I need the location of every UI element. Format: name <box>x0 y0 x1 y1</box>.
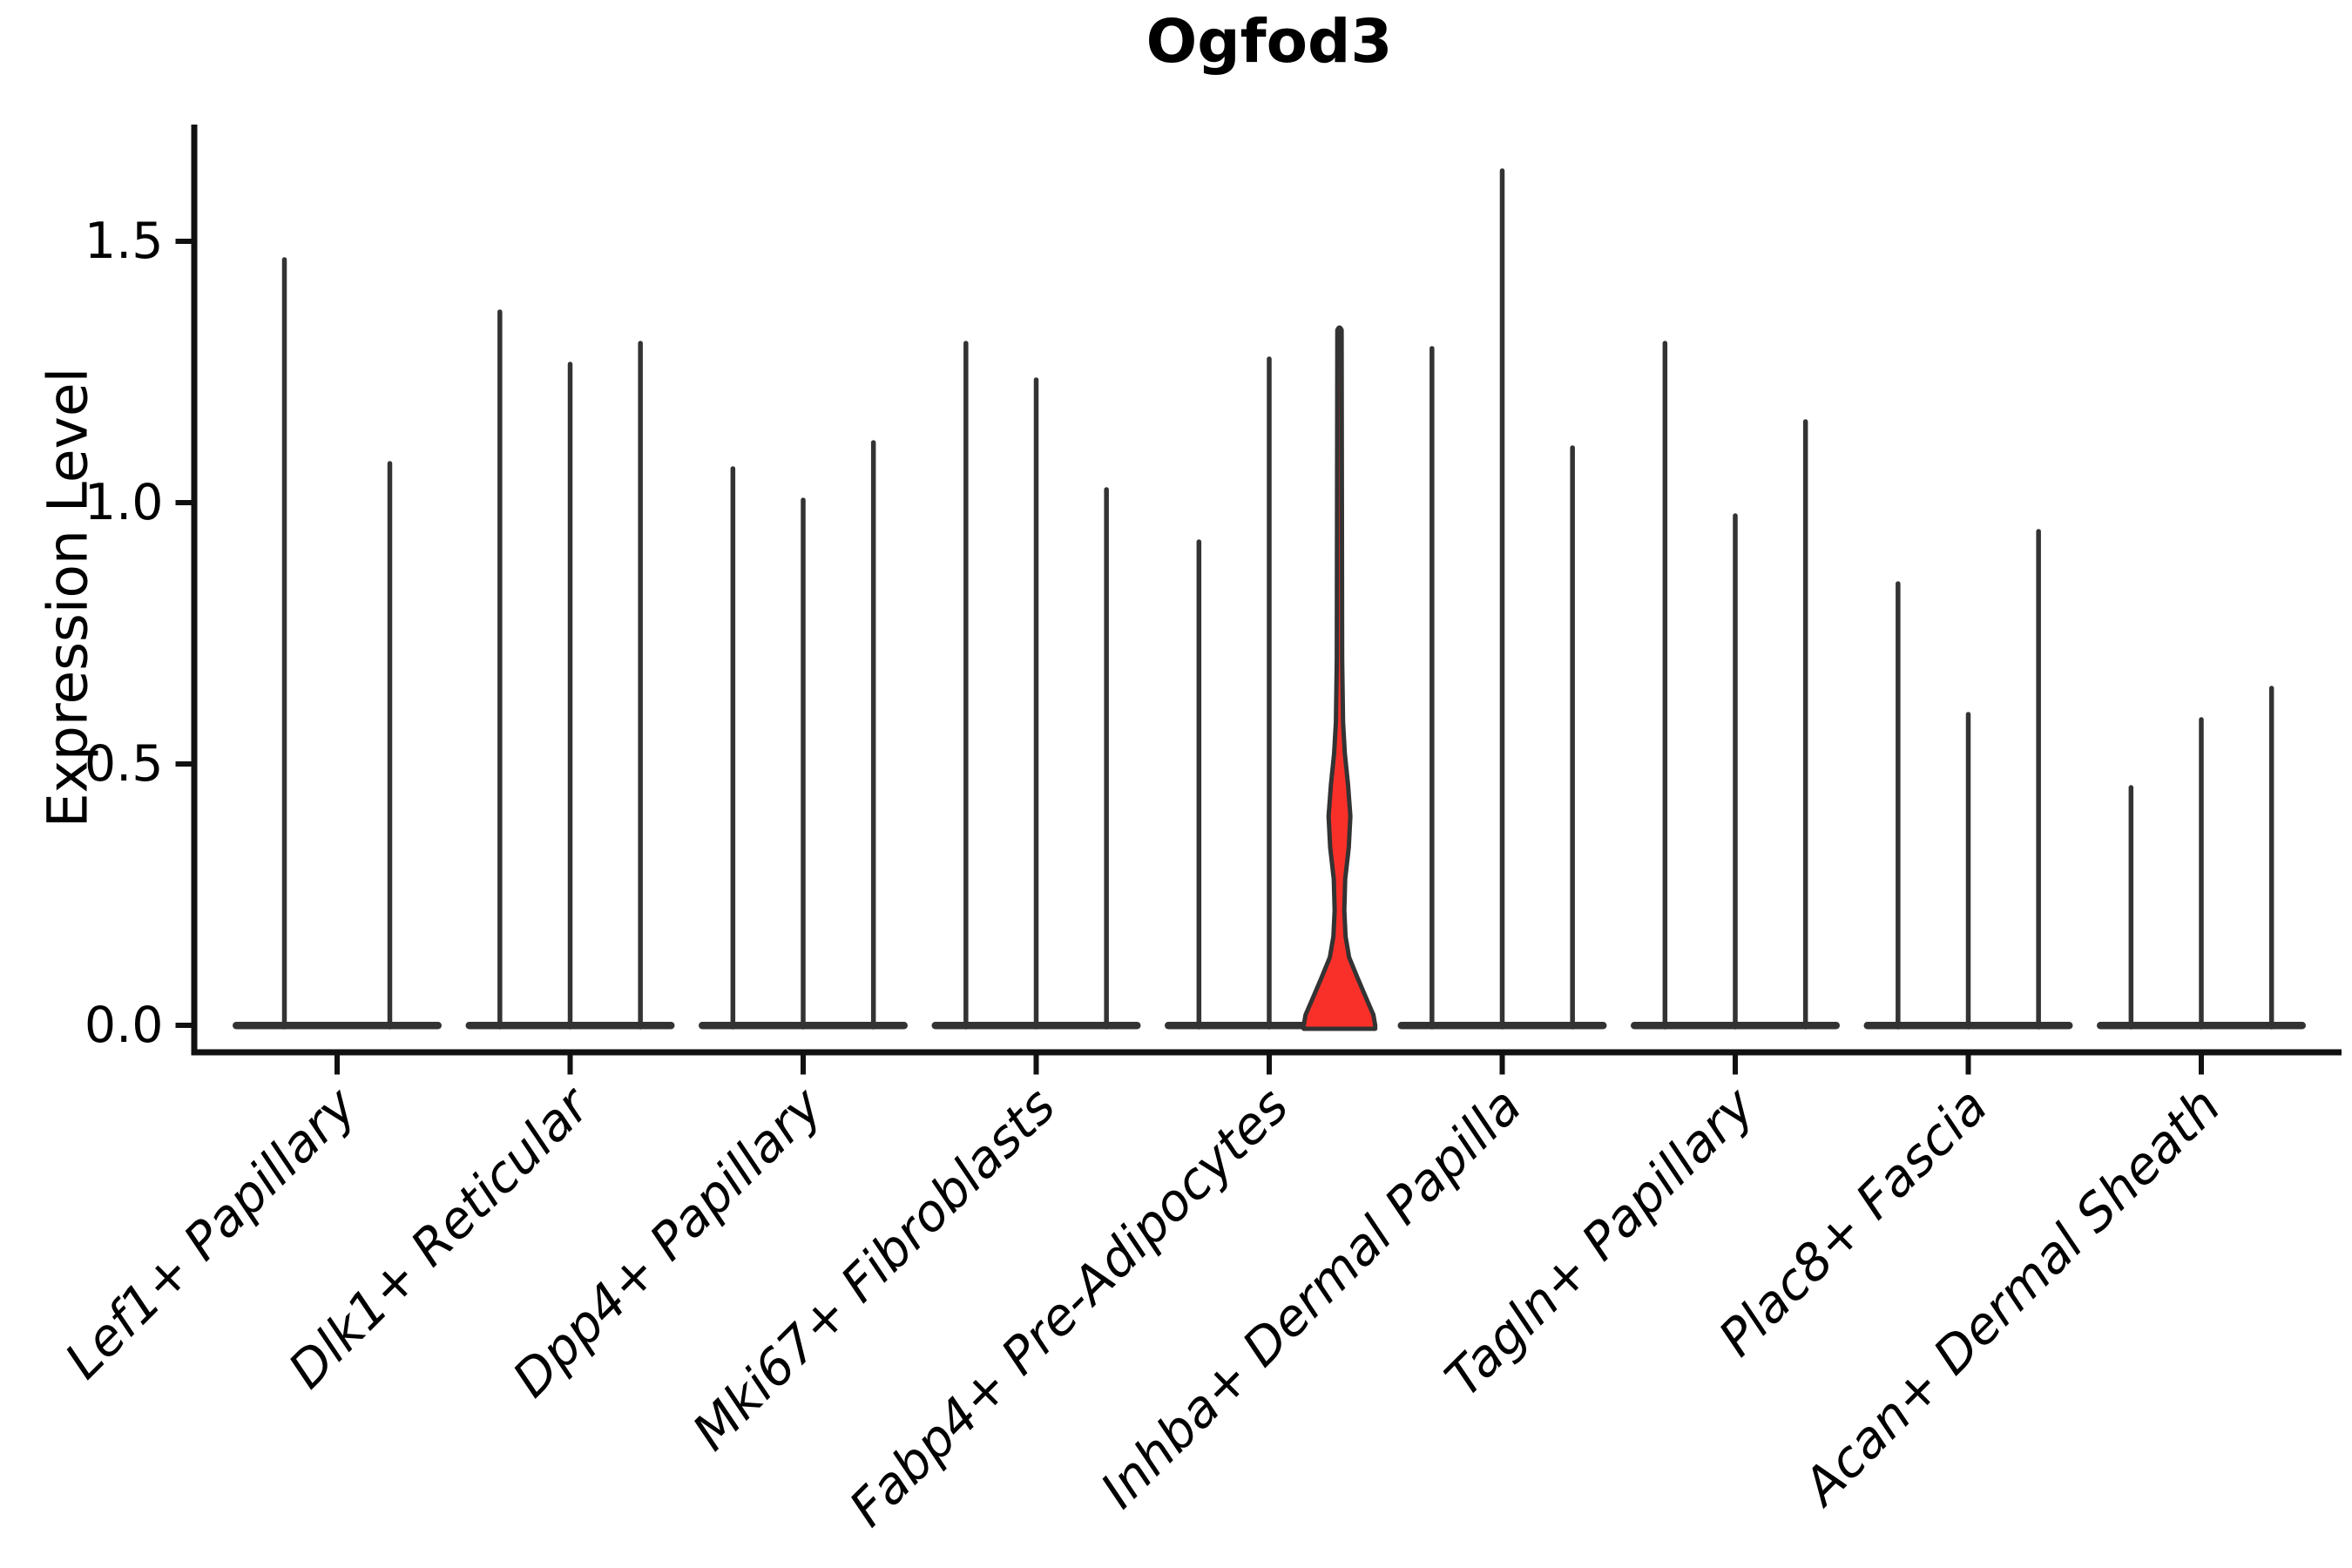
left-spine <box>191 125 198 1056</box>
x-tick <box>2199 1055 2204 1075</box>
y-tick-label: 0.0 <box>84 997 164 1054</box>
y-tick-label: 1.5 <box>84 213 164 270</box>
y-tick <box>175 239 192 244</box>
x-axis-label: Fabp4+ Pre-Adipocytes <box>838 1076 1300 1538</box>
chart-title: Ogfod3 <box>1146 7 1393 77</box>
violin-group-base <box>233 1022 442 1030</box>
x-tick <box>567 1055 573 1075</box>
x-tick <box>1499 1055 1505 1075</box>
y-tick-label: 0.5 <box>84 735 164 793</box>
x-tick <box>1733 1055 1738 1075</box>
x-tick <box>801 1055 806 1075</box>
violin-highlight <box>1301 325 1378 1031</box>
x-tick <box>1965 1055 1971 1075</box>
x-tick <box>335 1055 340 1075</box>
y-tick <box>175 761 192 767</box>
y-tick-label: 1.0 <box>84 474 164 531</box>
x-axis-label: Acan+ Dermal Sheath <box>1789 1076 2232 1518</box>
x-axis-label: Inhba+ Dermal Papilla <box>1089 1076 1532 1519</box>
y-tick <box>175 1023 192 1028</box>
x-tick <box>1267 1055 1272 1075</box>
bottom-spine <box>191 1049 2342 1056</box>
x-tick <box>1033 1055 1039 1075</box>
y-tick <box>175 500 192 505</box>
